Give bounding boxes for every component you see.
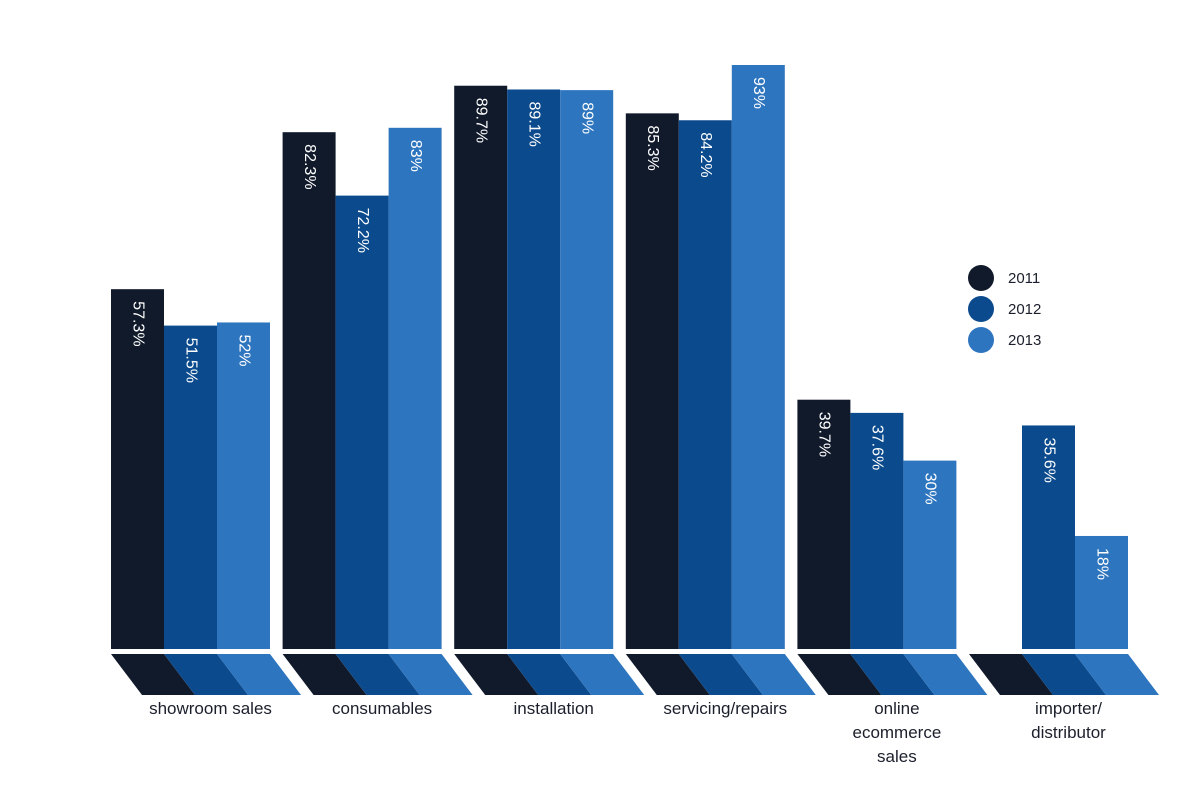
legend-marker-2011 [968, 265, 994, 291]
floor-0-2013 [217, 654, 301, 695]
value-label-3-2011: 85.3% [644, 125, 661, 170]
floor-5-2012 [1022, 654, 1106, 695]
floor-4-2012 [850, 654, 935, 695]
category-label-3-line-0: servicing/repairs [663, 699, 787, 718]
category-label-4-line-2: sales [877, 747, 917, 766]
category-label-1-line-0: consumables [332, 699, 432, 718]
bar-1-2012 [335, 195, 389, 649]
value-label-5-2012: 35.6% [1040, 437, 1057, 482]
floor-5-2011 [969, 654, 1053, 695]
floor-1-2012 [335, 654, 420, 695]
category-label-4-line-0: online [874, 699, 919, 718]
legend: 2011 2012 2013 [968, 265, 1041, 353]
value-label-0-2011: 57.3% [129, 301, 146, 346]
category-label-0-line-0: showroom sales [149, 699, 272, 718]
floor-4-2013 [903, 654, 988, 695]
bar-0-2011 [111, 289, 164, 649]
bar-4-2013 [903, 460, 957, 649]
bar-5-2012 [1022, 425, 1075, 649]
floor-3-2012 [678, 654, 763, 695]
category-label-2-line-0: installation [514, 699, 594, 718]
value-label-0-2012: 51.5% [182, 338, 199, 383]
legend-label-2012: 2012 [1008, 301, 1041, 318]
value-label-1-2012: 72.2% [354, 208, 371, 253]
value-label-2-2012: 89.1% [525, 101, 542, 146]
legend-label-2011: 2011 [1008, 270, 1040, 287]
value-label-0-2013: 52% [235, 334, 252, 366]
legend-marker-2013 [968, 327, 994, 353]
value-label-2-2013: 89% [578, 102, 595, 134]
value-label-2-2011: 89.7% [472, 98, 489, 143]
value-label-3-2013: 93% [750, 77, 767, 109]
floor-2-2013 [560, 654, 645, 695]
floor-3-2011 [625, 654, 710, 695]
value-label-3-2012: 84.2% [697, 132, 714, 177]
bar-3-2011 [625, 113, 679, 650]
category-label-4-line-1: ecommerce [852, 723, 941, 742]
legend-label-2013: 2013 [1008, 332, 1041, 349]
bar-4-2011 [797, 399, 851, 649]
bars-layer [111, 65, 1128, 650]
legend-marker-2012 [968, 296, 994, 322]
bar-3-2013 [731, 65, 785, 649]
bar-1-2013 [388, 127, 442, 649]
floor-0-2012 [164, 654, 248, 695]
value-label-4-2012: 37.6% [869, 425, 886, 470]
bar-1-2011 [282, 132, 336, 649]
category-labels-layer: showroom sales consumables installation ser… [149, 699, 1106, 766]
bar-4-2012 [850, 412, 904, 649]
floor-5-2013 [1075, 654, 1159, 695]
floor-2-2011 [454, 654, 539, 695]
value-label-1-2013: 83% [407, 140, 424, 172]
value-label-1-2011: 82.3% [301, 144, 318, 189]
value-label-4-2013: 30% [922, 473, 939, 505]
bar-2-2012 [507, 89, 561, 649]
bar-3-2012 [678, 120, 732, 650]
value-label-5-2013: 18% [1093, 548, 1110, 580]
bar-2-2011 [454, 85, 508, 649]
floor-layer [111, 654, 1159, 695]
floor-0-2011 [111, 654, 195, 695]
floor-3-2013 [731, 654, 816, 695]
bar-2-2013 [560, 90, 614, 649]
category-label-5-line-1: distributor [1031, 723, 1106, 742]
bar-0-2012 [164, 325, 217, 649]
value-labels-layer: 57.3% 51.5% 52% 82.3% 72.2% 83% 89.7% 89.1% 89% 8… [129, 77, 1110, 580]
bar-5-2013 [1075, 535, 1128, 649]
floor-4-2011 [797, 654, 882, 695]
floor-2-2012 [507, 654, 592, 695]
bar-0-2013 [217, 322, 270, 649]
value-label-4-2011: 39.7% [816, 412, 833, 457]
floor-1-2013 [388, 654, 473, 695]
floor-1-2011 [282, 654, 367, 695]
category-label-5-line-0: importer/ [1035, 699, 1102, 718]
